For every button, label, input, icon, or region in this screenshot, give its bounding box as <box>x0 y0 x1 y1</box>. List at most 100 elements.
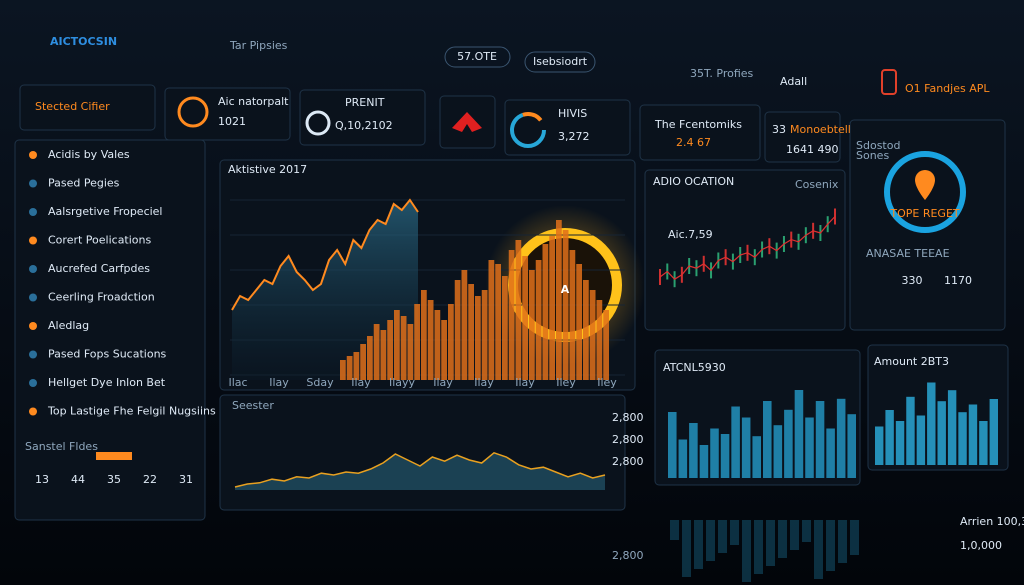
stat-value: 1021 <box>218 115 246 128</box>
bar <box>763 401 772 478</box>
bar <box>556 220 562 380</box>
bar <box>968 404 978 465</box>
filter: Stected Cifier <box>35 100 110 113</box>
target-panel <box>849 119 1006 331</box>
brand-logo <box>452 112 482 132</box>
menu-item[interactable]: Pased Pegies <box>48 177 120 190</box>
bar <box>535 260 542 380</box>
bar <box>414 304 420 380</box>
bar <box>689 423 698 478</box>
button[interactable] <box>444 46 511 68</box>
bar <box>340 360 346 380</box>
menu-icon <box>29 322 37 330</box>
bar <box>468 284 474 380</box>
location-pin <box>915 170 935 200</box>
stat-value: Q,10,2102 <box>335 119 393 132</box>
target-ring <box>884 151 966 233</box>
x-tick-label: Iley <box>556 376 576 389</box>
bar <box>508 250 515 380</box>
area-fill <box>235 452 605 490</box>
bar <box>421 290 427 380</box>
bar <box>773 425 783 478</box>
stat-card <box>639 104 761 161</box>
stat-number: 35 <box>107 473 121 486</box>
reflection-bar <box>850 520 859 555</box>
highlight <box>96 452 132 460</box>
bar <box>488 260 495 380</box>
menu-icon <box>29 350 37 359</box>
stat-card <box>764 111 841 163</box>
bar <box>826 428 835 478</box>
bar <box>710 428 719 478</box>
x-tick-label: Ilay <box>269 376 289 389</box>
gauge <box>510 112 546 148</box>
line <box>659 216 836 280</box>
menu-icon <box>29 265 37 273</box>
label: Sones <box>856 149 889 162</box>
button[interactable] <box>524 51 596 73</box>
bar <box>741 417 751 478</box>
menu-item[interactable]: Aledlag <box>48 319 89 332</box>
reflection-text: 1,0,000 <box>960 539 1002 552</box>
bar <box>668 412 677 478</box>
bar <box>434 310 441 380</box>
bar <box>562 230 569 380</box>
menu-item[interactable]: Hellget Dye Inlon Bet <box>48 376 166 389</box>
filter-panel <box>19 84 156 131</box>
reflection-text: Arrien 100,35 <box>960 515 1024 528</box>
bar <box>589 290 596 380</box>
stat-number: 44 <box>71 473 85 486</box>
brand: AICTOCSIN <box>50 35 117 48</box>
stat-value: 330 <box>902 274 923 287</box>
menu-item[interactable]: Pased Fops Sucations <box>48 348 167 361</box>
menu-item[interactable]: Top Lastige Fhe Felgil Nugsiins <box>47 405 216 418</box>
lower-chart-panel <box>219 394 626 511</box>
x-tick-label: Iley <box>597 376 617 389</box>
axis-label: 2,800 <box>612 433 644 446</box>
menu-item[interactable]: Corert Poelications <box>48 234 152 247</box>
label: Sdostod <box>856 139 900 152</box>
user-name: Adall <box>780 75 807 88</box>
bar <box>678 439 688 478</box>
bar <box>979 421 988 465</box>
reflection-bar <box>802 520 811 542</box>
nav-link[interactable]: Tar Pipsies <box>229 39 288 52</box>
reflection-bar <box>754 520 763 574</box>
menu-item[interactable]: Aalsrgetive Fropeciel <box>48 205 163 218</box>
bar <box>454 280 461 380</box>
stat-number: 13 <box>35 473 49 486</box>
x-tick-label: Sday <box>306 376 334 389</box>
menu-icon <box>29 236 37 245</box>
menu-icon <box>29 293 37 302</box>
x-tick-label: Ilay <box>351 376 371 389</box>
reflection-bar <box>706 520 715 561</box>
stat-number: 31 <box>179 473 193 486</box>
bar <box>502 276 508 380</box>
menu-icon <box>29 151 37 159</box>
bar <box>346 356 353 380</box>
menu-item[interactable]: Acidis by Vales <box>48 148 130 161</box>
reflection-bar <box>790 520 799 550</box>
reflection-bar <box>718 520 727 553</box>
bar <box>836 398 846 478</box>
location-panel <box>644 169 846 331</box>
label: Sanstel Fldes <box>25 440 98 453</box>
stat-value: 2.4 67 <box>676 136 711 149</box>
bar <box>794 390 804 478</box>
label: The Fcentomiks <box>654 118 742 131</box>
axis-label: 2,800 <box>612 455 644 468</box>
x-tick-label: Ilac <box>228 376 247 389</box>
bar <box>515 240 522 380</box>
bar <box>895 421 905 465</box>
bar <box>380 330 387 380</box>
menu-icon <box>29 208 37 216</box>
bar <box>937 401 946 465</box>
bar <box>805 417 814 478</box>
reflection-bar <box>778 520 787 558</box>
area-fill <box>232 200 418 380</box>
label: Cosenix <box>795 178 839 191</box>
menu-item[interactable]: Ceerling Froadction <box>48 291 155 304</box>
chart-title: Aktistive 2017 <box>228 163 307 176</box>
menu-item[interactable]: Aucrefed Carfpdes <box>48 262 150 275</box>
bar <box>576 264 582 380</box>
